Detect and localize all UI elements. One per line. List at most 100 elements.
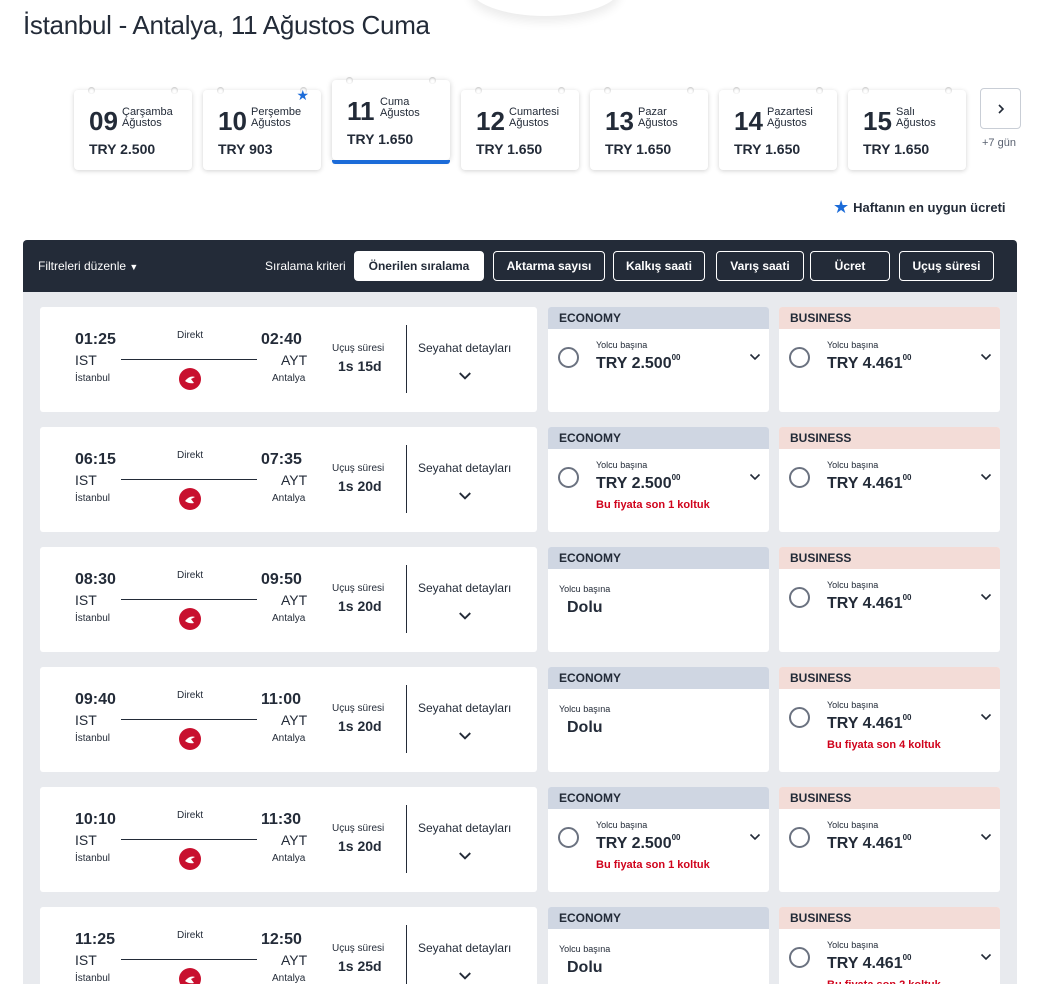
- seat-availability-warning: Bu fiyata son 1 koltuk: [596, 859, 710, 871]
- flight-info-card: 11:25 IST İstanbul Direkt 12:50 AYT Antalya Uçu…: [40, 907, 537, 984]
- date-card[interactable]: 12 Cumartesi Ağustos TRY 1.650: [461, 87, 579, 170]
- route-line: [121, 719, 257, 720]
- economy-fare-option[interactable]: ECONOMY Yolcu başına TRY 2.50000: [548, 307, 769, 412]
- fare-price-decimals: 00: [902, 593, 912, 602]
- economy-class-header: ECONOMY: [548, 547, 769, 569]
- business-fare-radio[interactable]: [789, 827, 810, 848]
- departure-airport-code: IST: [75, 472, 97, 488]
- economy-fare-radio[interactable]: [558, 347, 579, 368]
- date-month: Ağustos: [380, 107, 420, 119]
- next-dates-button[interactable]: [980, 88, 1021, 129]
- travel-details-link[interactable]: Seyahat detayları: [418, 941, 512, 955]
- business-fare-option[interactable]: BUSINESS Yolcu başına TRY 4.46100 Bu fiyata…: [779, 907, 1000, 984]
- travel-details-link[interactable]: Seyahat detayları: [418, 821, 512, 835]
- direct-label: Direkt: [177, 450, 204, 461]
- departure-time: 08:30: [75, 571, 116, 588]
- travel-details-link[interactable]: Seyahat detayları: [418, 461, 512, 475]
- economy-fare-option[interactable]: ECONOMY Yolcu başına TRY 2.50000 Bu fiyata …: [548, 787, 769, 892]
- best-fare-legend-text: Haftanın en uygun ücreti: [853, 200, 1006, 215]
- page-title: İstanbul - Antalya, 11 Ağustos Cuma: [23, 10, 430, 40]
- sort-button[interactable]: Kalkış saati: [613, 251, 705, 281]
- per-passenger-label: Yolcu başına: [596, 820, 648, 830]
- arrival-airport-code: AYT: [281, 952, 308, 968]
- seat-availability-warning: Bu fiyata son 1 koltuk: [596, 499, 710, 511]
- economy-class-header: ECONOMY: [548, 667, 769, 689]
- flight-row: 08:30 IST İstanbul Direkt 09:50 AYT Antalya Uçu…: [40, 547, 1000, 652]
- seat-availability-warning: Bu fiyata son 4 koltuk: [827, 739, 941, 751]
- chevron-down-icon: [459, 372, 471, 380]
- date-day: 14: [734, 106, 763, 136]
- chevron-down-icon: [980, 953, 992, 961]
- date-card[interactable]: 14 Pazartesi Ağustos TRY 1.650: [719, 87, 837, 170]
- economy-fare-radio[interactable]: [558, 827, 579, 848]
- turkish-airlines-logo-icon: [179, 368, 201, 390]
- seat-availability-warning: Bu fiyata son 2 koltuk: [827, 979, 941, 984]
- date-month: Ağustos: [896, 117, 936, 129]
- per-passenger-label: Yolcu başına: [827, 460, 879, 470]
- date-price: TRY 1.650: [734, 141, 801, 157]
- fare-price-main: TRY 4.461: [827, 355, 903, 372]
- economy-fare-radio[interactable]: [558, 467, 579, 488]
- flight-info-card: 08:30 IST İstanbul Direkt 09:50 AYT Antalya Uçu…: [40, 547, 537, 652]
- fare-price: TRY 4.46100: [827, 473, 912, 493]
- business-fare-option[interactable]: BUSINESS Yolcu başına TRY 4.46100: [779, 307, 1000, 412]
- turkish-airlines-logo-icon: [179, 488, 201, 510]
- business-fare-option[interactable]: BUSINESS Yolcu başına TRY 4.46100 Bu fiyata…: [779, 667, 1000, 772]
- sort-button[interactable]: Ücret: [810, 251, 890, 281]
- date-card[interactable]: 09 Çarşamba Ağustos TRY 2.500: [74, 87, 192, 170]
- business-fare-option[interactable]: BUSINESS Yolcu başına TRY 4.46100: [779, 787, 1000, 892]
- sort-button[interactable]: Uçuş süresi: [899, 251, 994, 281]
- card-ring-left: [604, 87, 611, 94]
- fare-price-decimals: 00: [902, 833, 912, 842]
- card-ring-left: [475, 87, 482, 94]
- chevron-down-icon: [459, 852, 471, 860]
- top-decoration: [470, 0, 620, 16]
- travel-details-link[interactable]: Seyahat detayları: [418, 341, 512, 355]
- card-ring-right: [558, 87, 565, 94]
- card-ring-right: [816, 87, 823, 94]
- sort-button[interactable]: Varış saati: [716, 251, 804, 281]
- arrival-city: Antalya: [272, 373, 306, 384]
- business-fare-radio[interactable]: [789, 947, 810, 968]
- chevron-down-icon: [980, 473, 992, 481]
- flight-row: 01:25 IST İstanbul Direkt 02:40 AYT Antalya Uçu…: [40, 307, 1000, 412]
- duration-label: Uçuş süresi: [332, 703, 385, 714]
- business-fare-radio[interactable]: [789, 707, 810, 728]
- turkish-airlines-logo-icon: [179, 728, 201, 750]
- fare-price-main: TRY 4.461: [827, 955, 903, 972]
- travel-details-link[interactable]: Seyahat detayları: [418, 581, 512, 595]
- direct-label: Direkt: [177, 330, 204, 341]
- edit-filters-label: Filtreleri düzenle: [38, 259, 127, 273]
- chevron-down-icon: [459, 612, 471, 620]
- business-fare-radio[interactable]: [789, 587, 810, 608]
- business-fare-radio[interactable]: [789, 347, 810, 368]
- date-card[interactable]: 10 Perşembe Ağustos TRY 903 ★: [203, 87, 321, 170]
- date-price: TRY 1.650: [863, 141, 930, 157]
- departure-city: İstanbul: [75, 853, 111, 864]
- departure-airport-code: IST: [75, 592, 97, 608]
- date-weekday-month: Cuma Ağustos: [380, 97, 420, 119]
- card-ring-left: [862, 87, 869, 94]
- edit-filters-dropdown[interactable]: Filtreleri düzenle ▼: [38, 259, 138, 273]
- business-fare-radio[interactable]: [789, 467, 810, 488]
- arrival-time: 11:30: [261, 811, 302, 828]
- economy-fare-option[interactable]: ECONOMY Yolcu başına TRY 2.50000 Bu fiyata …: [548, 427, 769, 532]
- results-panel: Filtreleri düzenle ▼ Sıralama kriteri Ön…: [23, 240, 1017, 984]
- travel-details-link[interactable]: Seyahat detayları: [418, 701, 512, 715]
- date-month: Ağustos: [251, 117, 291, 129]
- departure-city: İstanbul: [75, 733, 111, 744]
- sort-button[interactable]: Önerilen sıralama: [354, 251, 484, 281]
- chevron-down-icon: [980, 833, 992, 841]
- sort-button[interactable]: Aktarma sayısı: [493, 251, 605, 281]
- date-card[interactable]: 13 Pazar Ağustos TRY 1.650: [590, 87, 708, 170]
- per-passenger-label: Yolcu başına: [559, 584, 611, 594]
- fare-price-decimals: 00: [902, 473, 912, 482]
- per-passenger-label: Yolcu başına: [559, 704, 611, 714]
- business-fare-option[interactable]: BUSINESS Yolcu başına TRY 4.46100: [779, 547, 1000, 652]
- more-days-label[interactable]: +7 gün: [982, 137, 1016, 149]
- date-day: 10: [218, 106, 247, 136]
- card-ring-right: [687, 87, 694, 94]
- date-card[interactable]: 15 Salı Ağustos TRY 1.650: [848, 87, 966, 170]
- business-fare-option[interactable]: BUSINESS Yolcu başına TRY 4.46100: [779, 427, 1000, 532]
- date-card[interactable]: 11 Cuma Ağustos TRY 1.650: [332, 77, 450, 164]
